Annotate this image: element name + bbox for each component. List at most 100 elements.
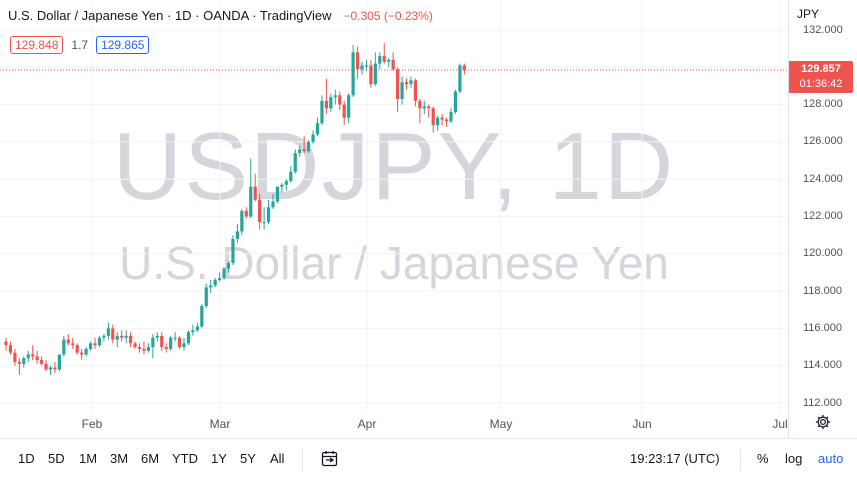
candle <box>129 332 133 348</box>
candle-body <box>284 181 288 185</box>
candle-body <box>111 328 115 340</box>
candle-body <box>177 337 182 348</box>
candle <box>315 117 320 137</box>
candle <box>338 91 342 111</box>
log-scale-toggle[interactable]: log <box>785 451 803 466</box>
range-1d-button[interactable]: 1D <box>18 451 35 466</box>
range-all-button[interactable]: All <box>270 451 285 466</box>
candle <box>275 186 280 204</box>
candle-body <box>195 326 199 331</box>
candle <box>115 332 119 348</box>
candle-body <box>200 306 204 327</box>
candle-body <box>146 347 150 351</box>
toolbar-divider <box>302 449 303 471</box>
candle-body <box>213 279 217 286</box>
candle <box>249 158 253 219</box>
candle <box>427 104 431 118</box>
candle-body <box>324 100 328 109</box>
candle-body <box>129 335 133 344</box>
utc-clock[interactable]: 19:23:17 (UTC) <box>630 451 720 466</box>
candle <box>182 337 186 351</box>
range-1m-button[interactable]: 1M <box>79 451 98 466</box>
candle-body <box>342 104 346 118</box>
candle-body <box>106 328 110 336</box>
candle <box>231 235 235 265</box>
chart-pane[interactable]: USDJPY, 1D U.S. Dollar / Japanese Yen U.… <box>0 0 788 438</box>
time-label: May <box>489 417 513 431</box>
buy-price-button[interactable]: 129.865 <box>96 36 150 54</box>
candle-body <box>249 186 253 217</box>
candle-body <box>373 63 377 85</box>
candle-body <box>369 65 373 85</box>
auto-scale-toggle[interactable]: auto <box>818 451 844 466</box>
candle-body <box>364 65 369 67</box>
candle <box>133 341 137 349</box>
candle-body <box>422 106 426 109</box>
sell-price-button[interactable]: 129.848 <box>10 36 64 54</box>
candle <box>298 145 302 157</box>
candle-body <box>418 100 422 109</box>
candle-body <box>209 285 213 288</box>
candle-body <box>240 210 244 232</box>
candle <box>369 59 373 88</box>
candle <box>307 140 311 154</box>
candle-body <box>338 95 342 105</box>
candle-body <box>17 361 21 364</box>
candle-body <box>266 207 271 223</box>
candle <box>62 335 66 357</box>
candle-body <box>404 82 409 85</box>
candle <box>151 333 155 359</box>
candle <box>17 358 21 376</box>
candle-body <box>258 199 262 223</box>
candle <box>40 356 44 366</box>
spread-value: 1.7 <box>71 38 89 52</box>
candle-body <box>80 352 84 355</box>
candle-body <box>378 56 382 64</box>
candle <box>289 166 293 183</box>
candle-body <box>88 343 93 349</box>
candle <box>253 173 257 202</box>
candle-body <box>449 112 453 122</box>
candle-body <box>355 52 360 70</box>
price-axis[interactable]: JPY 132.000 128.000 126.000 124.000 122.… <box>788 0 857 438</box>
candle-body <box>53 367 57 370</box>
go-to-date-icon[interactable] <box>320 449 340 469</box>
candle <box>431 106 435 133</box>
candle <box>200 304 204 329</box>
candle-body <box>400 82 404 100</box>
candle-body <box>396 69 400 100</box>
candle-body <box>333 95 337 98</box>
range-1y-button[interactable]: 1Y <box>211 451 227 466</box>
price-tick: 116.000 <box>803 322 842 334</box>
candle-body <box>169 337 173 349</box>
candlestick-chart[interactable] <box>0 0 788 438</box>
range-5d-button[interactable]: 5D <box>48 451 65 466</box>
candle <box>302 136 306 154</box>
candle <box>382 43 386 64</box>
candle <box>418 99 422 124</box>
candle <box>57 354 61 372</box>
range-6m-button[interactable]: 6M <box>141 451 160 466</box>
candle <box>48 365 53 376</box>
candle-body <box>71 343 75 346</box>
candle <box>342 100 346 126</box>
candle <box>213 278 217 288</box>
range-3m-button[interactable]: 3M <box>110 451 129 466</box>
percent-scale-toggle[interactable]: % <box>757 451 769 466</box>
candle <box>106 322 110 340</box>
candle-body <box>382 56 386 62</box>
candle <box>142 341 146 355</box>
candle <box>97 335 102 348</box>
range-ytd-button[interactable]: YTD <box>172 451 198 466</box>
price-tick: 124.000 <box>803 173 843 185</box>
candle-body <box>155 335 159 338</box>
candle-body <box>84 348 88 355</box>
time-axis[interactable]: Feb Mar Apr May Jun Jul <box>0 412 788 438</box>
candle-body <box>218 278 222 280</box>
settings-gear-icon[interactable] <box>812 413 834 435</box>
candle <box>169 335 173 351</box>
candle <box>13 348 17 366</box>
range-5y-button[interactable]: 5Y <box>240 451 256 466</box>
candle-body <box>244 210 248 217</box>
candle <box>258 194 262 230</box>
